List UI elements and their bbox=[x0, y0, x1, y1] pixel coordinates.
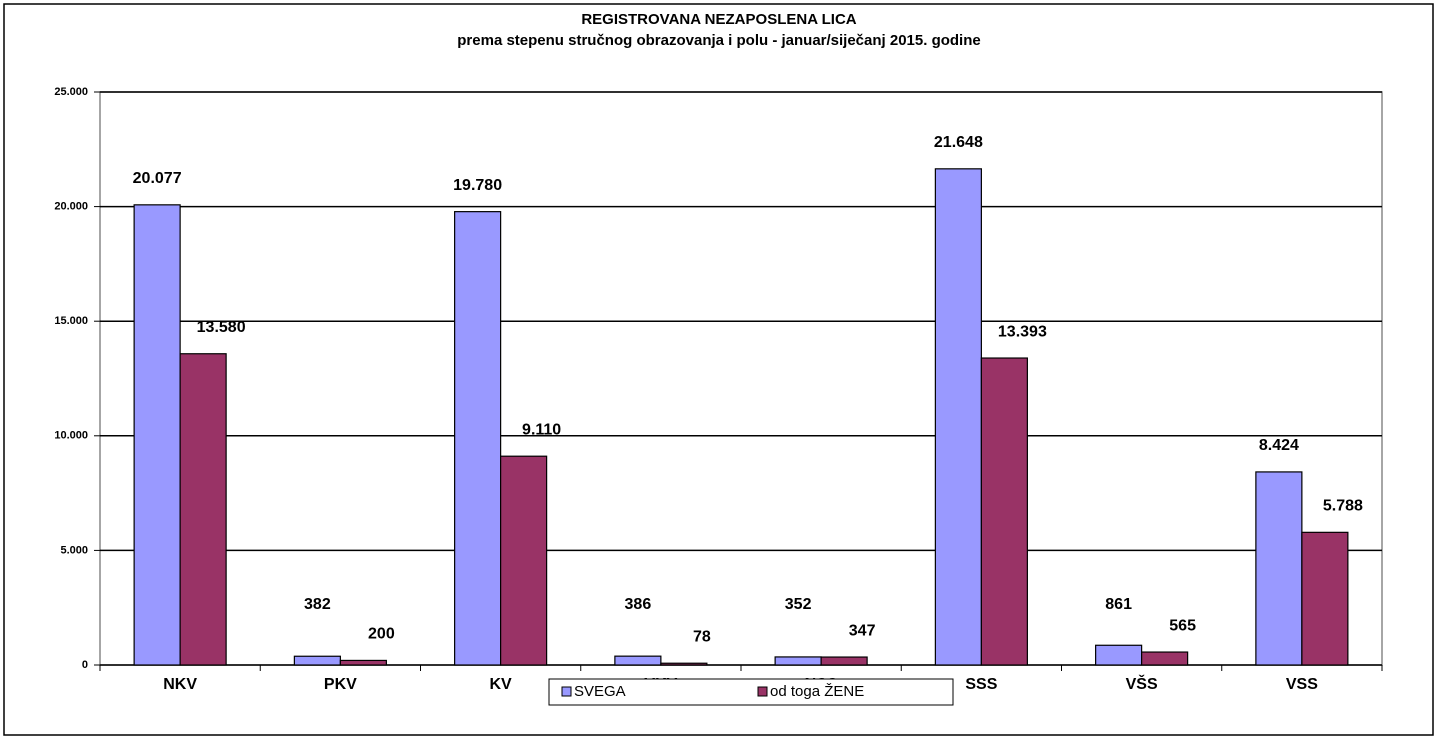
legend-box bbox=[548, 678, 954, 706]
bar bbox=[1301, 531, 1349, 666]
y-tick-label: 25.000 bbox=[54, 86, 88, 98]
bar bbox=[179, 353, 227, 666]
bar bbox=[614, 655, 662, 666]
legend-swatch bbox=[561, 686, 572, 697]
data-label: 565 bbox=[1169, 617, 1196, 634]
bar bbox=[133, 204, 181, 666]
data-label: 347 bbox=[849, 622, 876, 639]
bar bbox=[774, 656, 822, 666]
x-tick-label: PKV bbox=[324, 676, 357, 693]
data-label: 352 bbox=[785, 596, 812, 613]
data-label: 20.077 bbox=[133, 170, 182, 187]
y-tick-label: 10.000 bbox=[54, 430, 88, 442]
data-label: 78 bbox=[693, 628, 711, 645]
data-label: 9.110 bbox=[522, 421, 561, 438]
y-tick-label: 20.000 bbox=[54, 201, 88, 213]
data-label: 13.393 bbox=[998, 323, 1047, 340]
data-label: 382 bbox=[304, 596, 331, 613]
x-tick-label: SSS bbox=[965, 676, 997, 693]
bar bbox=[1141, 651, 1189, 666]
legend-label: SVEGA bbox=[574, 683, 626, 700]
bar bbox=[500, 455, 548, 666]
data-label: 861 bbox=[1105, 596, 1132, 613]
bar bbox=[820, 656, 868, 666]
bar bbox=[339, 659, 387, 666]
y-tick-label: 5.000 bbox=[60, 544, 88, 556]
x-tick-label: NKV bbox=[163, 676, 197, 693]
legend-label: od toga ŽENE bbox=[770, 683, 864, 700]
chart-subtitle: prema stepenu stručnog obrazovanja i pol… bbox=[457, 32, 980, 49]
data-label: 13.580 bbox=[197, 319, 246, 336]
bar bbox=[293, 655, 341, 666]
bar bbox=[1255, 471, 1303, 666]
data-label: 8.424 bbox=[1259, 437, 1299, 454]
data-label: 386 bbox=[625, 596, 652, 613]
x-tick-label: KV bbox=[490, 676, 513, 693]
legend-swatch bbox=[757, 686, 768, 697]
y-tick-label: 15.000 bbox=[54, 315, 88, 327]
x-tick-label: VSS bbox=[1286, 676, 1318, 693]
bar bbox=[1095, 644, 1143, 666]
x-tick-label: VŠS bbox=[1126, 674, 1158, 693]
data-label: 200 bbox=[368, 626, 395, 643]
data-label: 5.788 bbox=[1323, 498, 1363, 515]
bar bbox=[934, 168, 982, 666]
chart-border bbox=[3, 3, 1434, 736]
data-label: 21.648 bbox=[934, 134, 983, 151]
chart-title: REGISTROVANA NEZAPOSLENA LICA bbox=[581, 11, 856, 28]
data-label: 19.780 bbox=[453, 177, 502, 194]
bar bbox=[660, 662, 708, 666]
bar bbox=[980, 357, 1028, 666]
y-tick-label: 0 bbox=[82, 659, 88, 671]
bar bbox=[454, 211, 502, 666]
